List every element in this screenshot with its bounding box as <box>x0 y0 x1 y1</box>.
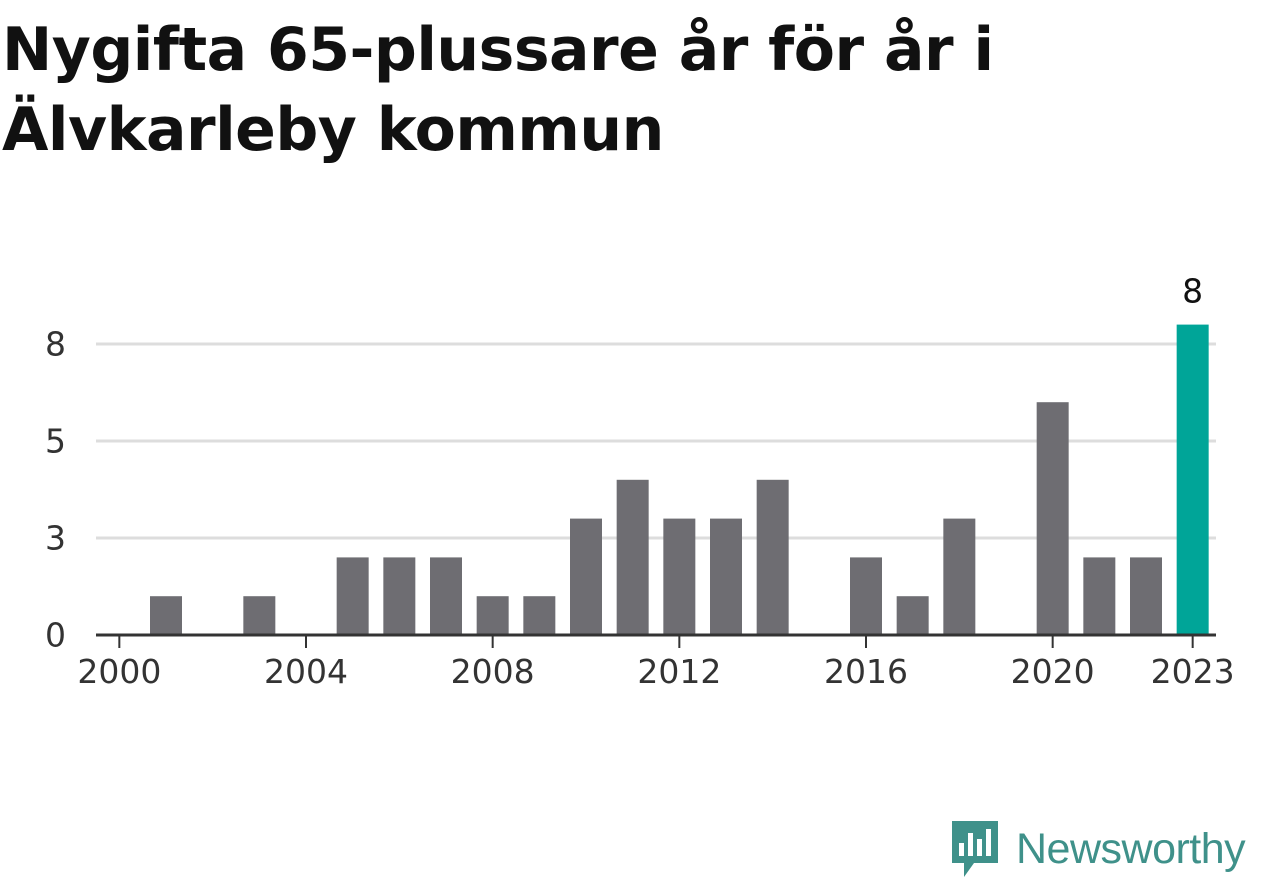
bar-2008 <box>476 596 509 635</box>
bar-2003 <box>243 596 276 635</box>
brand: Newsworthy <box>950 818 1246 880</box>
x-axis <box>96 633 1216 648</box>
y-tick-label: 3 <box>45 519 66 558</box>
bar-2016 <box>850 557 882 635</box>
x-tick-label: 2016 <box>824 652 908 691</box>
y-tick-label: 5 <box>45 422 66 461</box>
bar-2021 <box>1083 557 1116 635</box>
x-tick-label: 2000 <box>77 652 161 691</box>
bar-2011 <box>616 479 649 635</box>
x-tick-label: 2004 <box>264 652 348 691</box>
bar-2013 <box>710 518 742 635</box>
x-tick-label: 2008 <box>451 652 535 691</box>
bar-2018 <box>943 518 976 635</box>
bar-2001 <box>150 596 182 635</box>
data-label: 8 <box>1182 272 1203 311</box>
newsworthy-bar-chart-icon <box>952 821 998 877</box>
bars <box>150 324 1209 635</box>
bar-2010 <box>570 518 602 635</box>
bar-2005 <box>336 557 369 635</box>
brand-name: Newsworthy <box>1016 825 1246 873</box>
x-tick-label: 2023 <box>1151 652 1235 691</box>
x-tick-label: 2012 <box>637 652 721 691</box>
y-tick-label: 0 <box>45 616 66 655</box>
labels: 0 3 5 8 8 2000 2004 2008 2012 2016 2020 2023 <box>45 272 1235 691</box>
x-tick-label: 2020 <box>1011 652 1095 691</box>
bar-2014 <box>756 479 789 635</box>
bar-2017 <box>896 596 929 635</box>
bar-2007 <box>430 557 462 635</box>
y-tick-label: 8 <box>45 325 66 364</box>
bar-2023 <box>1176 324 1209 635</box>
bar-2006 <box>383 557 416 635</box>
bar-2020 <box>1036 402 1069 635</box>
bar-2012 <box>663 518 696 635</box>
gridlines <box>96 342 1216 540</box>
bar-2009 <box>523 596 556 635</box>
chart-title: Nygifta 65-plussare år för år i Älvkarle… <box>2 15 994 165</box>
bar-2022 <box>1130 557 1162 635</box>
